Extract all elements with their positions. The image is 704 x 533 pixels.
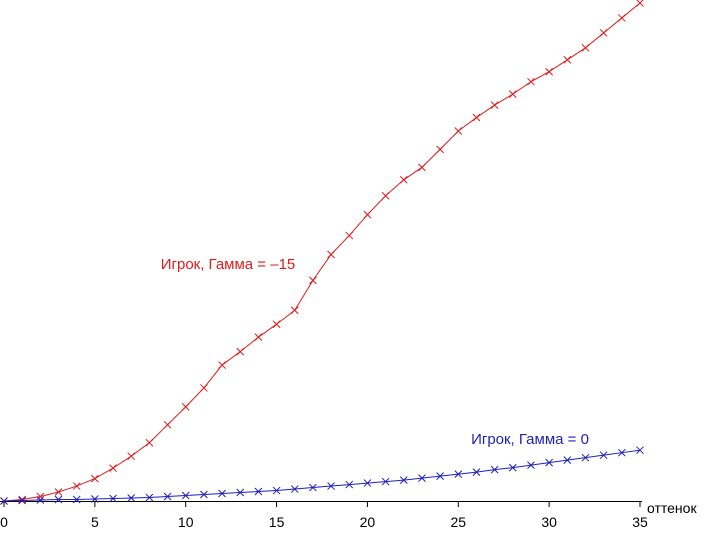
data-point: [418, 474, 426, 482]
data-point: [490, 465, 499, 474]
data-point: [345, 480, 354, 489]
data-point: [527, 77, 535, 86]
data-point: [200, 490, 208, 499]
data-point: [617, 14, 626, 22]
data-point: [163, 420, 172, 429]
data-point: [581, 453, 590, 462]
x-tick-label: 20: [360, 514, 376, 530]
data-point: [490, 101, 499, 109]
data-point: [327, 482, 335, 490]
series-labels: Игрок, Гамма = –15 Игрок, Гамма = 0: [161, 256, 589, 448]
data-point: [0, 497, 8, 505]
series-label: Игрок, Гамма = 0: [471, 431, 589, 448]
series-line: [3, 2, 641, 502]
data-point: [272, 320, 281, 329]
data-point: [254, 487, 263, 496]
x-tick-label: 15: [269, 514, 285, 530]
data-point: [290, 306, 299, 315]
data-point: [36, 496, 45, 504]
data-point: [508, 463, 517, 472]
data-point: [254, 333, 263, 342]
data-point: [418, 163, 426, 172]
data-point: [181, 403, 190, 411]
data-point: [236, 488, 245, 497]
data-point: [18, 495, 27, 504]
data-point: [54, 495, 63, 504]
data-point: [200, 384, 208, 392]
data-point: [508, 90, 517, 98]
data-point: [218, 489, 226, 498]
data-point: [36, 492, 45, 501]
data-point: [545, 67, 553, 76]
series-label: Игрок, Гамма = –15: [161, 256, 296, 273]
data-point: [345, 231, 354, 240]
data-point: [399, 175, 408, 184]
x-tick-label: 10: [178, 514, 194, 530]
data-point: [599, 29, 608, 37]
data-point: [599, 451, 608, 460]
data-point: [454, 127, 463, 135]
data-point: [436, 472, 444, 480]
data-point: [436, 145, 444, 154]
data-point: [381, 191, 390, 200]
data-point: [581, 43, 590, 52]
data-point: [18, 496, 27, 505]
x-tick-label: 25: [450, 514, 466, 530]
data-point: [218, 361, 226, 369]
data-point: [309, 276, 317, 285]
x-tick-label: 0: [0, 514, 8, 530]
series-1: [0, 0, 644, 505]
data-point: [472, 113, 481, 122]
data-point: [72, 495, 81, 504]
data-point: [527, 461, 535, 469]
data-point: [363, 479, 372, 487]
data-point: [636, 446, 644, 455]
data-point: [181, 491, 190, 500]
data-point: [381, 477, 390, 486]
data-point: [236, 347, 245, 356]
data-point: [54, 488, 63, 496]
data-point: [109, 464, 117, 472]
data-point: [145, 438, 154, 447]
data-point: [72, 482, 81, 490]
data-point: [636, 0, 644, 7]
data-point: [563, 456, 572, 465]
data-point: [472, 468, 481, 476]
data-point: [145, 493, 154, 502]
data-point: [109, 494, 117, 503]
data-point: [617, 448, 626, 457]
data-point: [545, 458, 553, 467]
data-point: [290, 485, 299, 493]
data-point: [91, 474, 99, 483]
x-axis-label: оттенок: [647, 500, 697, 516]
x-tick-label: 5: [91, 514, 99, 530]
data-point: [127, 494, 136, 502]
series-line: [3, 449, 641, 502]
data-point: [563, 55, 572, 64]
x-tick-label: 30: [541, 514, 557, 530]
series-2: [0, 446, 644, 505]
data-point: [91, 495, 99, 503]
data-point: [327, 250, 335, 259]
data-point: [272, 486, 281, 495]
data-point: [127, 452, 136, 461]
data-point: [363, 210, 372, 219]
plot-area: [0, 0, 644, 505]
data-point: [399, 476, 408, 484]
data-point: [309, 483, 317, 492]
x-tick-label: 35: [632, 514, 648, 530]
data-point: [454, 470, 463, 478]
data-point: [163, 492, 172, 501]
